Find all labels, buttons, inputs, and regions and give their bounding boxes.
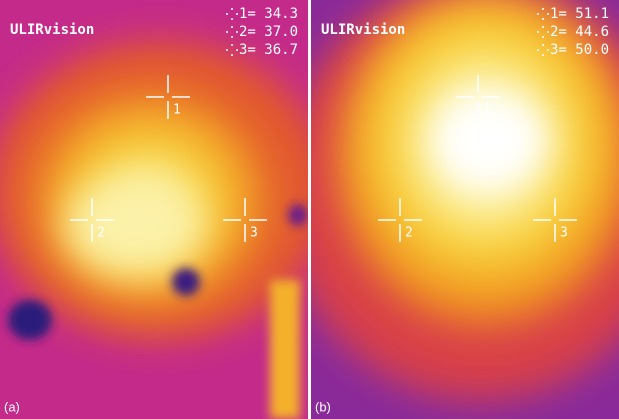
thermal-image-a — [0, 0, 330, 419]
reading: 1= 34.3 — [239, 6, 298, 22]
crosshair-label: 1 — [173, 103, 181, 118]
reading: 3= 50.0 — [550, 42, 609, 58]
reading: 2= 44.6 — [550, 24, 609, 40]
brand-label: ULIRvision — [10, 22, 94, 38]
crosshair-label: 1 — [483, 103, 491, 118]
reading: 1= 51.1 — [550, 6, 609, 22]
crosshair-label: 3 — [560, 226, 568, 241]
reading: 2= 37.0 — [239, 24, 298, 40]
crosshair-label: 3 — [250, 226, 258, 241]
panel-label: (a) — [4, 399, 20, 414]
brand-label: ULIRvision — [321, 22, 405, 38]
thermal-image-b — [280, 0, 619, 419]
reading: 3= 36.7 — [239, 42, 298, 58]
panel-label: (b) — [315, 399, 331, 414]
thermal-figure: ULIRvision 1= 34.3 2= 37.0 3= 36.7 1 2 3 (a) ULI… — [0, 0, 619, 419]
crosshair-label: 2 — [405, 226, 413, 241]
crosshair-label: 2 — [97, 226, 105, 241]
